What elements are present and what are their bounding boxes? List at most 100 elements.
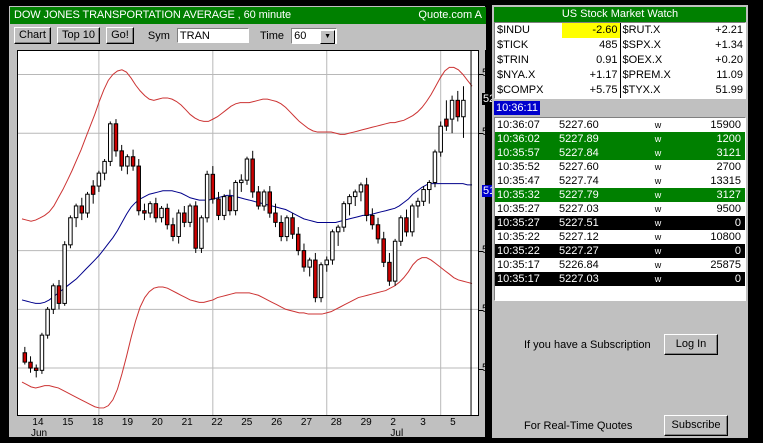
x-axis-tick-label: 27 [300,417,313,428]
x-axis-tick-label: 22 [211,417,223,428]
ticker-row[interactable]: 10:35:22 5227.27 w 0 [495,244,745,258]
ticker-market-icon: w [654,120,662,130]
price-chart-svg [18,51,478,415]
x-axis-tick-label: 26 [271,417,283,428]
ticker-row[interactable]: 10:35:32 5227.79 w 3127 [495,188,745,202]
market-watch-value: +5.75 [589,84,618,96]
ticker-size: 3121 [716,147,741,159]
ticker-price: 5227.60 [559,161,599,173]
trade-ticker-list[interactable]: 10:36:07 5227.60 w 15900 10:36:02 5227.89 w 120… [494,117,746,301]
time-interval-select[interactable]: 60 ▼ [291,27,338,44]
ticker-market-icon: w [654,260,662,270]
x-axis-tick-label: 2 [390,417,396,428]
price-chart-plot[interactable] [17,50,479,416]
market-watch-row[interactable]: $INDU -2.60 $RUT.X +2.21 [495,23,745,38]
market-watch-value: 51.99 [715,84,743,96]
market-watch-value: +2.21 [715,24,743,36]
ticker-price: 5227.27 [559,245,599,257]
market-watch-value: 0.91 [596,54,618,66]
ticker-row[interactable]: 10:35:22 5227.12 w 10800 [495,230,745,244]
ticker-row[interactable]: 10:35:17 5227.03 w 0 [495,272,745,286]
market-watch-symbol: $TRIN [497,54,529,66]
x-axis-tick-label: 29 [360,417,372,428]
market-watch-value: +0.20 [715,54,743,66]
ticker-price: 5227.03 [559,203,599,215]
ticker-price: 5227.74 [559,175,599,187]
ticker-market-icon: w [654,148,662,158]
market-watch-symbol: $NYA.X [497,69,536,81]
clock-display: 10:36:11 [494,101,541,115]
ticker-size: 15900 [710,119,741,131]
market-watch-row[interactable]: $TRIN 0.91 $OEX.X +0.20 [495,53,745,68]
ticker-row[interactable]: 10:36:07 5227.60 w 15900 [495,118,745,132]
chevron-down-icon[interactable]: ▼ [320,29,336,44]
x-axis-tick-label: 18 [92,417,104,428]
top10-button[interactable]: Top 10 [56,27,100,44]
window-title: DOW JONES TRANSPORTATION AVERAGE , 60 mi… [14,9,291,21]
chart-titlebar: DOW JONES TRANSPORTATION AVERAGE , 60 mi… [10,7,486,24]
ticker-price: 5227.84 [559,147,599,159]
window-title-right: Quote.com A [418,9,482,21]
ticker-price: 5227.03 [559,273,599,285]
ticker-row[interactable]: 10:35:47 5227.74 w 13315 [495,174,745,188]
market-watch-table[interactable]: $INDU -2.60 $RUT.X +2.21 $TICK 485 $SPX.X +1.34… [494,22,746,99]
ticker-time: 10:35:27 [497,203,540,215]
ticker-size: 9500 [716,203,741,215]
market-watch-row[interactable]: $COMPX +5.75 $TYX.X 51.99 [495,83,745,98]
ticker-price: 5227.89 [559,133,599,145]
market-watch-value: -2.60 [561,23,620,38]
ticker-size: 25875 [710,259,741,271]
ticker-row[interactable]: 10:35:27 5227.51 w 0 [495,216,745,230]
ticker-market-icon: w [654,190,662,200]
ticker-row[interactable]: 10:35:57 5227.84 w 3121 [495,146,745,160]
ticker-size: 13315 [710,175,741,187]
time-label: Time [259,29,285,42]
x-axis-tick-label: 3 [420,417,426,428]
ticker-time: 10:35:17 [497,259,540,271]
chart-button[interactable]: Chart [14,27,51,44]
ticker-size: 0 [734,245,741,257]
ticker-time: 10:36:07 [497,119,540,131]
x-axis-month-label-start: Jun [31,428,48,439]
ticker-size: 2700 [716,161,741,173]
time-interval-value: 60 [294,29,307,42]
market-watch-symbol: $PREM.X [622,69,671,81]
market-watch-symbol: $INDU [497,24,531,36]
ticker-price: 5227.12 [559,231,599,243]
market-watch-row[interactable]: $TICK 485 $SPX.X +1.34 [495,38,745,53]
y-axis-tick-mark [479,73,483,75]
chart-toolbar: Chart Top 10 Go! Sym TRAN Time 60 ▼ [10,24,486,50]
market-watch-symbol: $RUT.X [622,24,661,36]
ticker-time: 10:35:22 [497,231,540,243]
ticker-market-icon: w [654,246,662,256]
ticker-size: 10800 [710,231,741,243]
x-axis-tick-label: 5 [450,417,456,428]
ticker-time: 10:35:27 [497,217,540,229]
ticker-row[interactable]: 10:35:27 5227.03 w 9500 [495,202,745,216]
x-axis-tick-label: 19 [121,417,134,428]
market-watch-symbol: $TICK [497,39,529,51]
market-watch-row[interactable]: $NYA.X +1.17 $PREM.X 11.09 [495,68,745,83]
quotes-prompt-text: For Real-Time Quotes [524,420,633,432]
ticker-market-icon: w [654,274,662,284]
ticker-market-icon: w [654,204,662,214]
x-axis-tick-label: 20 [151,417,163,428]
ticker-row[interactable]: 10:35:17 5226.84 w 25875 [495,258,745,272]
ticker-row[interactable]: 10:35:52 5227.60 w 2700 [495,160,745,174]
go-button[interactable]: Go! [106,27,134,44]
market-watch-panel: US Stock Market Watch $INDU -2.60 $RUT.X +2… [492,5,748,438]
x-axis-tick-label: 15 [62,417,74,428]
ticker-market-icon: w [654,218,662,228]
symbol-input[interactable]: TRAN [176,28,249,43]
ticker-row[interactable]: 10:36:02 5227.89 w 1200 [495,132,745,146]
ticker-market-icon: w [654,134,662,144]
y-axis-tick-mark [479,309,483,311]
market-watch-symbol: $SPX.X [622,39,662,51]
subscribe-button[interactable]: Subscribe [664,415,728,436]
ticker-market-icon: w [654,176,662,186]
chart-window: DOW JONES TRANSPORTATION AVERAGE , 60 mi… [8,5,530,439]
x-axis-month-label: Jul [390,428,404,439]
ticker-price: 5227.51 [559,217,599,229]
ticker-price: 5227.79 [559,189,599,201]
log-in-button[interactable]: Log In [664,334,718,355]
